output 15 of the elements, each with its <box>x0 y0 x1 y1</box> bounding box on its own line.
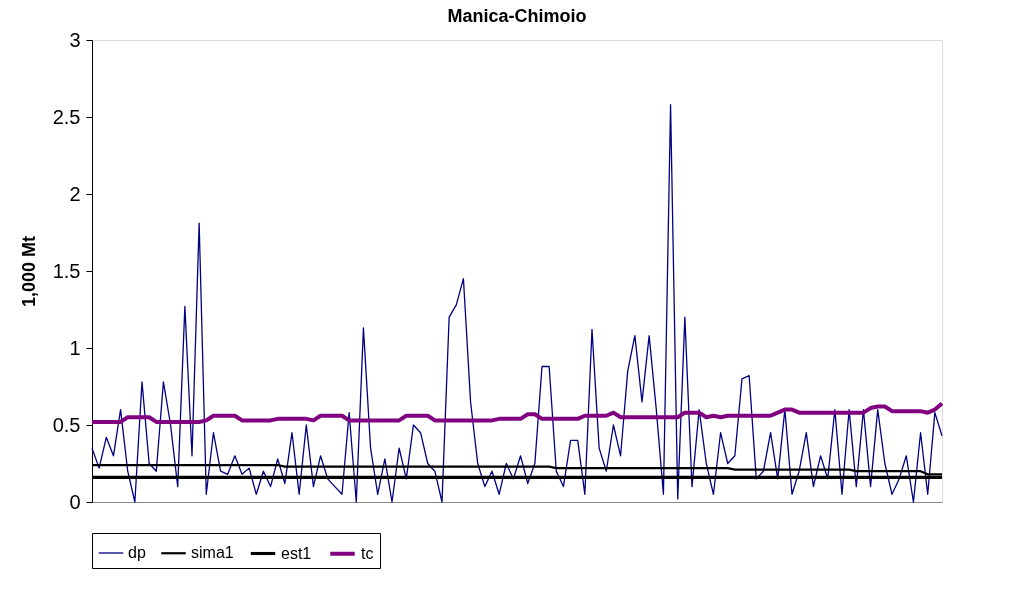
y-axis-title: 1,000 Mt <box>18 235 39 308</box>
y-tick-label: 2.5 <box>52 105 81 128</box>
line-series <box>90 401 944 424</box>
line-series <box>91 104 943 503</box>
y-tick-label: 0.5 <box>52 413 81 436</box>
legend-label: est1 <box>281 544 312 562</box>
y-tick-label: 2 <box>69 182 81 205</box>
legend-label: tc <box>361 544 374 562</box>
y-tick-label: 1.5 <box>52 259 81 282</box>
y-tick-label: 1 <box>69 336 81 359</box>
legend-label: dp <box>128 544 146 561</box>
legend-label: sima1 <box>191 544 234 562</box>
y-tick-label: 0 <box>69 490 81 513</box>
y-tick-label: 3 <box>69 28 81 51</box>
chart-title: Manica-Chimoio <box>447 6 587 26</box>
